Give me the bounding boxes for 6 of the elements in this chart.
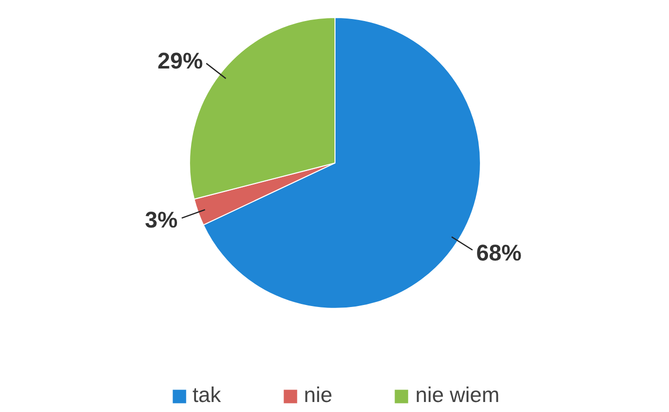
legend-label: nie — [304, 383, 332, 408]
data-label: 3% — [144, 206, 178, 232]
legend-label: nie wiem — [415, 383, 500, 408]
legend-label: tak — [192, 383, 221, 408]
data-label: 29% — [158, 48, 203, 74]
data-label: 68% — [476, 239, 522, 266]
